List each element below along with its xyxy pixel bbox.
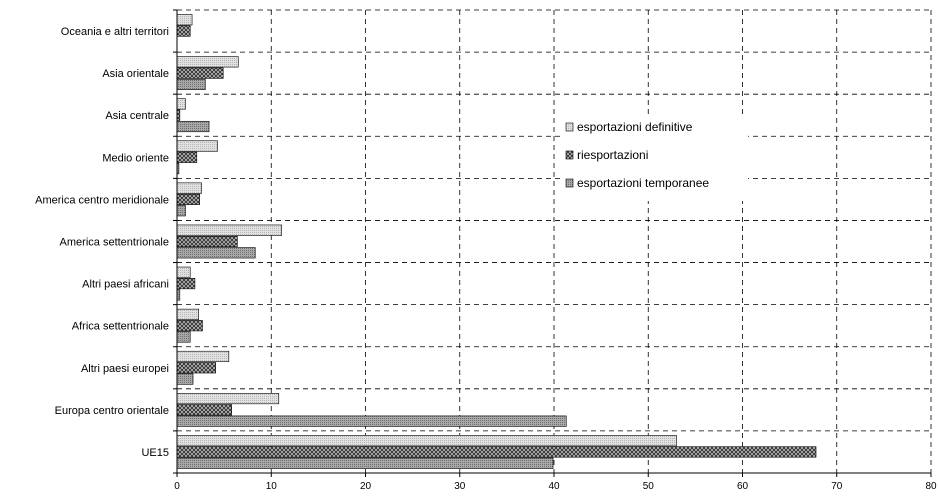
bar xyxy=(176,67,224,79)
bar xyxy=(176,266,191,278)
category-label: Oceania e altri territori xyxy=(61,26,169,38)
legend-background xyxy=(560,115,748,201)
bar xyxy=(176,446,817,458)
category-label: America settentrionale xyxy=(60,237,169,249)
bar xyxy=(176,457,554,469)
legend-label: esportazioni definitive xyxy=(577,120,693,134)
bar xyxy=(176,320,203,332)
category-label: America centro meridionale xyxy=(35,194,169,206)
category-label: Medio oriente xyxy=(102,152,169,164)
bar xyxy=(176,98,186,110)
bar xyxy=(176,331,191,343)
x-tick-labels: 0 10 20 30 40 50 60 70 80 xyxy=(174,481,937,492)
category-label: Asia centrale xyxy=(105,110,169,122)
legend: esportazioni definitive riesportazioni esp… xyxy=(560,115,748,201)
category-label: UE15 xyxy=(141,447,169,459)
x-tick-label: 80 xyxy=(925,481,937,492)
bars xyxy=(176,14,817,469)
category-label: Europa centro orientale xyxy=(55,405,169,417)
legend-swatch xyxy=(565,122,574,132)
bar xyxy=(176,205,186,217)
bar xyxy=(176,308,199,320)
x-tick-label: 10 xyxy=(266,481,278,492)
legend-swatch xyxy=(565,150,574,160)
bar xyxy=(176,350,230,363)
bar xyxy=(176,373,194,385)
category-label: Altri paesi africani xyxy=(82,279,169,291)
bar xyxy=(176,404,232,416)
bar xyxy=(176,182,202,194)
bar xyxy=(176,393,280,405)
bar xyxy=(176,14,193,26)
bar xyxy=(176,120,210,133)
bar xyxy=(176,235,238,248)
x-tick-label: 0 xyxy=(174,481,180,492)
bar xyxy=(176,193,200,205)
legend-swatch xyxy=(565,178,574,188)
category-labels: Oceania e altri territori Asia orientale A… xyxy=(35,26,169,459)
bar xyxy=(176,247,256,259)
bar xyxy=(176,224,282,236)
category-label: Africa settentrionale xyxy=(72,321,169,333)
x-tick-label: 20 xyxy=(360,481,372,492)
x-tick-label: 30 xyxy=(454,481,466,492)
axes xyxy=(173,9,932,477)
bar xyxy=(176,78,206,90)
legend-label: esportazioni temporanee xyxy=(577,176,709,190)
category-label: Altri paesi europei xyxy=(81,363,169,375)
bar xyxy=(176,25,191,37)
gridlines xyxy=(177,9,932,473)
x-tick-label: 60 xyxy=(737,481,749,492)
category-label: Asia orientale xyxy=(102,68,169,80)
bar xyxy=(176,435,677,447)
bar xyxy=(176,362,216,374)
bar xyxy=(176,278,196,290)
legend-label: riesportazioni xyxy=(577,148,648,162)
x-tick-label: 50 xyxy=(643,481,655,492)
bar xyxy=(176,56,239,68)
bar xyxy=(176,140,218,152)
bar xyxy=(176,415,567,427)
x-tick-label: 40 xyxy=(548,481,560,492)
bar xyxy=(176,151,198,163)
x-tick-label: 70 xyxy=(831,481,843,492)
